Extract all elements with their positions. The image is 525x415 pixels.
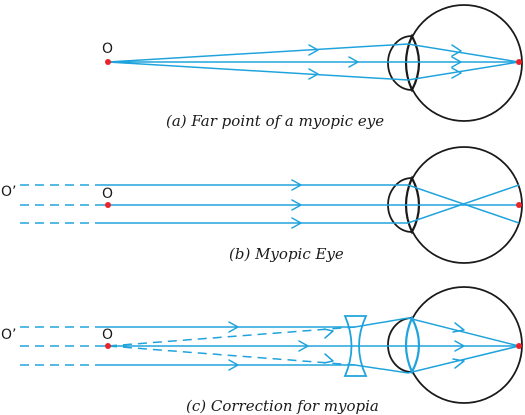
arrow-icon (454, 340, 465, 352)
arrow-icon (323, 353, 334, 364)
virtual-diverging-rays (107, 326, 356, 366)
label-o: O (102, 186, 113, 202)
ray-lower (98, 345, 520, 374)
label-o: O (102, 327, 113, 343)
arrow-icon (228, 321, 239, 333)
arrow-icon (291, 199, 302, 211)
ray-lower (98, 184, 520, 224)
arrow-icon (451, 67, 462, 79)
label-o: O (102, 41, 113, 57)
eye-lens (404, 175, 421, 235)
eyeball (405, 286, 523, 404)
panel-b: O’ O (b) Myopic Eye (1, 146, 523, 264)
dashed-ray (107, 326, 356, 347)
caption-c: (c) Correction for myopia (186, 397, 379, 415)
label-o-prime: O’ (1, 327, 16, 343)
cornea (387, 35, 413, 91)
cornea (387, 317, 413, 373)
retina-point (516, 202, 522, 208)
retina-point (516, 59, 522, 65)
point-o (105, 343, 111, 349)
arrow-icon (291, 179, 302, 191)
retina-point (516, 343, 522, 349)
ray-upper (107, 43, 520, 63)
arrow-icon (451, 44, 462, 57)
ray-arrows (228, 321, 465, 371)
arrow-icon (308, 68, 319, 80)
incoming-dashed-rays (20, 326, 98, 366)
arrow-icon (308, 44, 319, 56)
arrow-icon (291, 217, 302, 229)
light-rays (98, 184, 520, 224)
point-o (105, 202, 111, 208)
eyeball (405, 4, 523, 122)
dashed-ray (107, 345, 356, 366)
arrow-icon (228, 359, 239, 371)
ray-arrows (308, 44, 462, 80)
arrow-icon (348, 56, 359, 68)
panel-c: O’ O (c) Correction for myopia (1, 286, 523, 415)
ray-arrows (291, 179, 302, 229)
panel-a: O (a) Far point of a myopic eye (102, 4, 523, 130)
ray-upper (98, 317, 520, 347)
caption-b: (b) Myopic Eye (229, 245, 344, 263)
arrow-icon (452, 322, 465, 333)
light-rays (107, 43, 520, 81)
arrow-icon (323, 328, 334, 339)
arrow-icon (452, 358, 465, 369)
eye-lens (404, 33, 421, 93)
ray-upper (98, 184, 520, 224)
ray-lower (107, 61, 520, 81)
incoming-dashed-rays (20, 184, 98, 224)
far-point-o (105, 59, 111, 65)
label-o-prime: O’ (1, 184, 16, 200)
caption-a: (a) Far point of a myopic eye (166, 112, 384, 130)
arrow-icon (298, 340, 309, 352)
arrow-icon (451, 56, 462, 68)
